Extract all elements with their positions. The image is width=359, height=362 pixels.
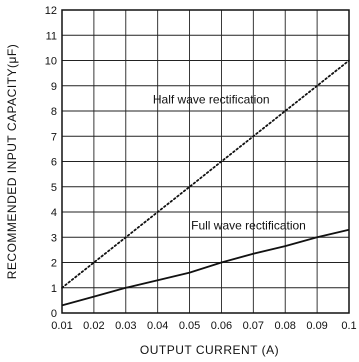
y-tick-label: 6	[51, 157, 57, 169]
y-tick-label: 2	[51, 258, 57, 270]
annotation-half-wave: Half wave rectification	[153, 92, 270, 106]
y-tick-label: 12	[45, 5, 57, 17]
x-axis-label: OUTPUT CURRENT (A)	[140, 343, 279, 357]
x-tick-label: 0.09	[306, 320, 327, 332]
y-tick-label: 1	[51, 283, 57, 295]
plot-frame	[61, 9, 350, 314]
x-tick-label: 0.02	[83, 320, 104, 332]
y-tick-label: 8	[51, 106, 57, 118]
y-axis-label: RECOMMENDED INPUT CAPACITY(μF)	[5, 44, 19, 279]
x-tick-label: 0.06	[211, 320, 232, 332]
x-tick-label: 0.04	[147, 320, 168, 332]
series-group	[61, 59, 350, 307]
x-tick-label: 0.05	[179, 320, 200, 332]
series-line-full-wave	[61, 228, 350, 307]
x-tick-label: 0.07	[243, 320, 264, 332]
y-tick-label: 11	[46, 30, 57, 42]
y-tick-label: 10	[45, 56, 57, 68]
x-tick-label: 0.01	[51, 320, 72, 332]
y-tick-label: 4	[51, 207, 57, 219]
y-tick-label: 9	[51, 81, 57, 93]
y-tick-label: 7	[51, 131, 57, 143]
x-tick-labels: 0.01 0.02 0.03 0.04 0.05 0.06 0.07 0.08 0.09 0.1	[51, 320, 356, 332]
x-tick-label: 0.08	[275, 320, 296, 332]
series-line-half-wave	[61, 59, 350, 289]
y-tick-label: 3	[51, 232, 57, 244]
annotation-full-wave: Full wave rectification	[191, 219, 306, 233]
x-tick-label: 0.03	[115, 320, 136, 332]
y-tick-label: 5	[51, 182, 57, 194]
x-tick-label: 0.1	[341, 320, 356, 332]
y-tick-label: 0	[51, 308, 57, 320]
